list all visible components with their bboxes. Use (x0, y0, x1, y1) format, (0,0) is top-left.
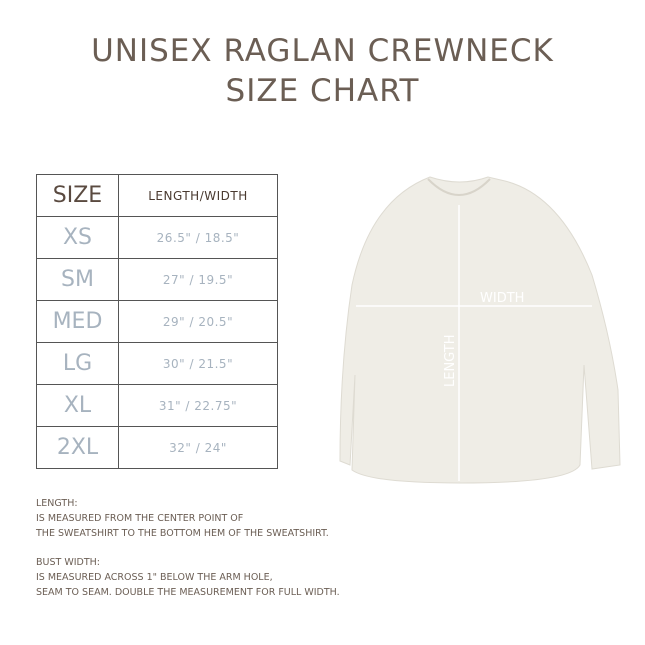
table-row: SM 27" / 19.5" (36, 258, 278, 301)
title-line-1: UNISEX RAGLAN CREWNECK (91, 33, 554, 69)
size-cell: XS (36, 216, 119, 259)
length-note-line: THE SWEATSHIRT TO THE BOTTOM HEM OF THE … (36, 528, 329, 539)
width-label: WIDTH (480, 291, 524, 306)
title-line-2: SIZE CHART (225, 73, 420, 109)
size-cell: SM (36, 258, 119, 301)
table-row: XL 31" / 22.75" (36, 384, 278, 427)
sweatshirt-shape (339, 176, 621, 484)
header-size: SIZE (36, 174, 119, 217)
table-row: XS 26.5" / 18.5" (36, 216, 278, 259)
measure-cell: 27" / 19.5" (118, 258, 278, 301)
size-cell: LG (36, 342, 119, 385)
size-table: SIZE LENGTH/WIDTH XS 26.5" / 18.5" SM 27" … (36, 174, 278, 469)
table-row: 2XL 32" / 24" (36, 426, 278, 469)
width-note: BUST WIDTH: IS MEASURED ACROSS 1" BELOW … (36, 555, 340, 600)
size-cell: MED (36, 300, 119, 343)
length-note-line: IS MEASURED FROM THE CENTER POINT OF (36, 513, 244, 524)
measure-cell: 29" / 20.5" (118, 300, 278, 343)
length-note: LENGTH: IS MEASURED FROM THE CENTER POIN… (36, 496, 340, 541)
collar (427, 178, 491, 196)
length-note-heading: LENGTH: (36, 498, 78, 509)
table-row: LG 30" / 21.5" (36, 342, 278, 385)
width-note-line: IS MEASURED ACROSS 1" BELOW THE ARM HOLE… (36, 572, 273, 583)
width-note-heading: BUST WIDTH: (36, 557, 100, 568)
size-cell: XL (36, 384, 119, 427)
size-cell: 2XL (36, 426, 119, 469)
table-header-row: SIZE LENGTH/WIDTH (36, 174, 278, 217)
measure-cell: 26.5" / 18.5" (118, 216, 278, 259)
measure-cell: 30" / 21.5" (118, 342, 278, 385)
measurement-notes: LENGTH: IS MEASURED FROM THE CENTER POIN… (36, 496, 340, 614)
measure-cell: 32" / 24" (118, 426, 278, 469)
header-length-width: LENGTH/WIDTH (118, 174, 278, 217)
table-row: MED 29" / 20.5" (36, 300, 278, 343)
sweatshirt-diagram: WIDTH LENGTH (339, 176, 621, 484)
width-note-line: SEAM TO SEAM. DOUBLE THE MEASUREMENT FOR… (36, 587, 340, 598)
length-label: LENGTH (443, 334, 458, 387)
measure-cell: 31" / 22.75" (118, 384, 278, 427)
